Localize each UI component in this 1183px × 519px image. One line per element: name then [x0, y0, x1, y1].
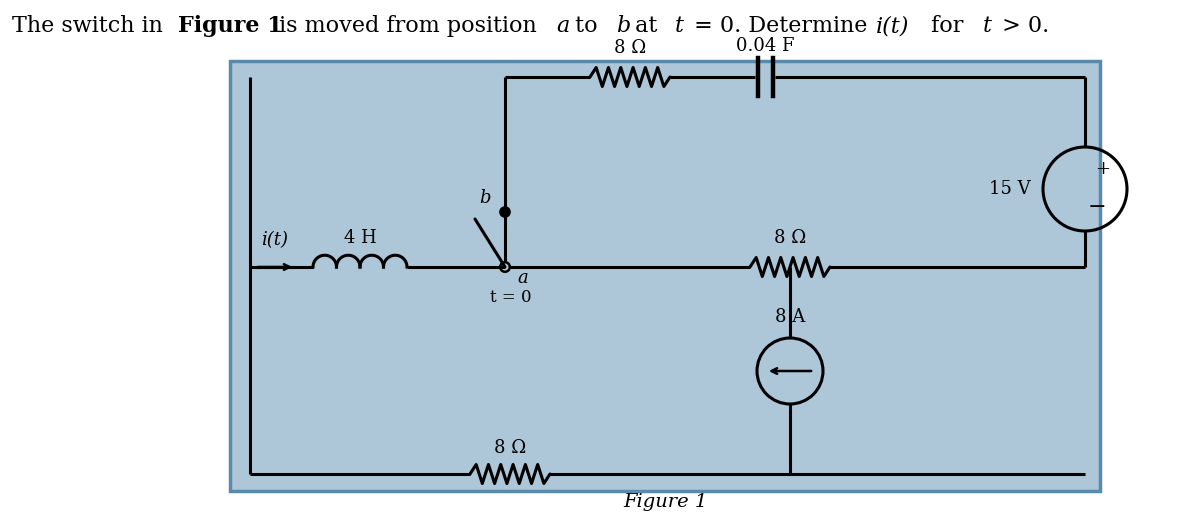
Text: 8 Ω: 8 Ω: [493, 439, 526, 457]
Text: −: −: [1087, 197, 1106, 217]
Circle shape: [500, 207, 510, 217]
Text: +: +: [1095, 160, 1111, 178]
Text: t = 0: t = 0: [490, 289, 532, 306]
Text: 0.04 F: 0.04 F: [736, 37, 794, 55]
Text: i(t): i(t): [261, 231, 289, 249]
Bar: [230, 61, 1100, 491]
Text: Figure 1: Figure 1: [623, 493, 707, 511]
Text: a: a: [517, 269, 528, 287]
Text: for: for: [924, 15, 970, 37]
Text: > 0.: > 0.: [995, 15, 1049, 37]
Text: i(t): i(t): [877, 15, 910, 37]
Text: 8 A: 8 A: [775, 308, 806, 326]
Text: 15 V: 15 V: [989, 180, 1032, 198]
Text: a: a: [557, 15, 570, 37]
Text: t: t: [983, 15, 991, 37]
Text: at: at: [628, 15, 664, 37]
Text: = 0. Determine: = 0. Determine: [687, 15, 874, 37]
Text: Figure 1: Figure 1: [177, 15, 283, 37]
Text: to: to: [569, 15, 606, 37]
Text: is moved from position: is moved from position: [272, 15, 544, 37]
Text: 4 H: 4 H: [343, 229, 376, 247]
Text: t: t: [675, 15, 684, 37]
Text: 8 Ω: 8 Ω: [774, 229, 806, 247]
Text: b: b: [616, 15, 631, 37]
Text: b: b: [479, 189, 491, 207]
Text: The switch in: The switch in: [12, 15, 170, 37]
Text: 8 Ω: 8 Ω: [614, 39, 646, 57]
